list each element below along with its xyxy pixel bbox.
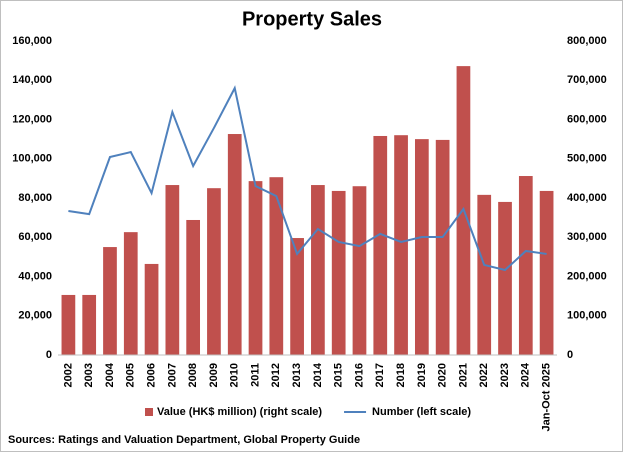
y-tick-label: 60,000 xyxy=(18,231,52,243)
y2-tick-label: 400,000 xyxy=(567,192,607,204)
line xyxy=(68,85,547,272)
x-tick-label: 2008 xyxy=(187,363,199,387)
bar xyxy=(248,181,263,355)
y2-tick-label: 500,000 xyxy=(567,153,607,165)
x-tick-label: 2004 xyxy=(104,362,116,387)
x-tick-label: 2005 xyxy=(125,363,137,387)
x-tick-label: 2012 xyxy=(270,363,282,387)
y2-tick-label: 600,000 xyxy=(567,113,607,125)
bar xyxy=(207,188,221,355)
x-tick-label: 2003 xyxy=(83,363,95,387)
bar xyxy=(394,135,408,355)
y2-tick-label: 300,000 xyxy=(567,231,607,243)
bar xyxy=(352,186,367,355)
x-tick-label: 2020 xyxy=(437,363,449,387)
x-tick-label: 2009 xyxy=(208,363,220,387)
y-tick-label: 80,000 xyxy=(18,192,52,204)
y-tick-label: 40,000 xyxy=(18,270,52,282)
x-tick-label: 2024 xyxy=(520,362,532,387)
source-note: Sources: Ratings and Valuation Departmen… xyxy=(8,434,360,446)
bar xyxy=(331,190,346,355)
x-tick-label: Jan-Oct 2025 xyxy=(541,363,553,431)
x-tick-label: 2017 xyxy=(374,363,386,387)
y-tick-label: 20,000 xyxy=(18,310,52,322)
x-tick-label: 2015 xyxy=(333,363,345,387)
chart-title: Property Sales xyxy=(242,8,382,30)
x-tick-label: 2023 xyxy=(499,363,511,387)
legend-swatch xyxy=(145,408,153,416)
bar xyxy=(144,263,159,355)
bar xyxy=(311,185,325,355)
y-tick-label: 160,000 xyxy=(12,35,52,47)
bar xyxy=(227,134,242,355)
bar xyxy=(165,185,180,355)
bar xyxy=(269,177,284,355)
x-tick-label: 2013 xyxy=(291,363,303,387)
legend-label: Number (left scale) xyxy=(372,406,471,418)
y2-tick-label: 100,000 xyxy=(567,310,607,322)
bar xyxy=(414,139,429,355)
y2-tick-label: 700,000 xyxy=(567,74,607,86)
x-tick-label: 2021 xyxy=(457,363,469,387)
x-tick-label: 2002 xyxy=(62,363,74,387)
bar xyxy=(477,194,492,355)
bar xyxy=(186,219,201,355)
bar xyxy=(123,232,138,355)
bar xyxy=(373,135,388,355)
y-tick-label: 120,000 xyxy=(12,113,52,125)
x-tick-label: 2010 xyxy=(229,363,241,387)
bar xyxy=(539,190,554,355)
x-tick-label: 2018 xyxy=(395,363,407,387)
bar xyxy=(518,176,533,355)
x-tick-label: 2006 xyxy=(145,363,157,387)
bar xyxy=(82,294,97,355)
x-tick-label: 2022 xyxy=(478,363,490,387)
bar xyxy=(103,247,117,355)
bar xyxy=(290,238,304,355)
legend-label: Value (HK$ million) (right scale) xyxy=(157,406,322,418)
y-tick-label: 0 xyxy=(46,349,52,361)
y2-tick-label: 800,000 xyxy=(567,35,607,47)
y-tick-label: 100,000 xyxy=(12,153,52,165)
x-tick-label: 2016 xyxy=(353,363,365,387)
x-tick-label: 2019 xyxy=(416,363,428,387)
x-tick-label: 2014 xyxy=(312,362,324,387)
y2-tick-label: 200,000 xyxy=(567,270,607,282)
bar xyxy=(61,294,76,355)
bar xyxy=(435,139,450,355)
y-tick-label: 140,000 xyxy=(12,74,52,86)
y2-tick-label: 0 xyxy=(567,349,573,361)
bar xyxy=(498,201,512,355)
x-tick-label: 2007 xyxy=(166,363,178,387)
x-tick-label: 2011 xyxy=(249,363,261,387)
